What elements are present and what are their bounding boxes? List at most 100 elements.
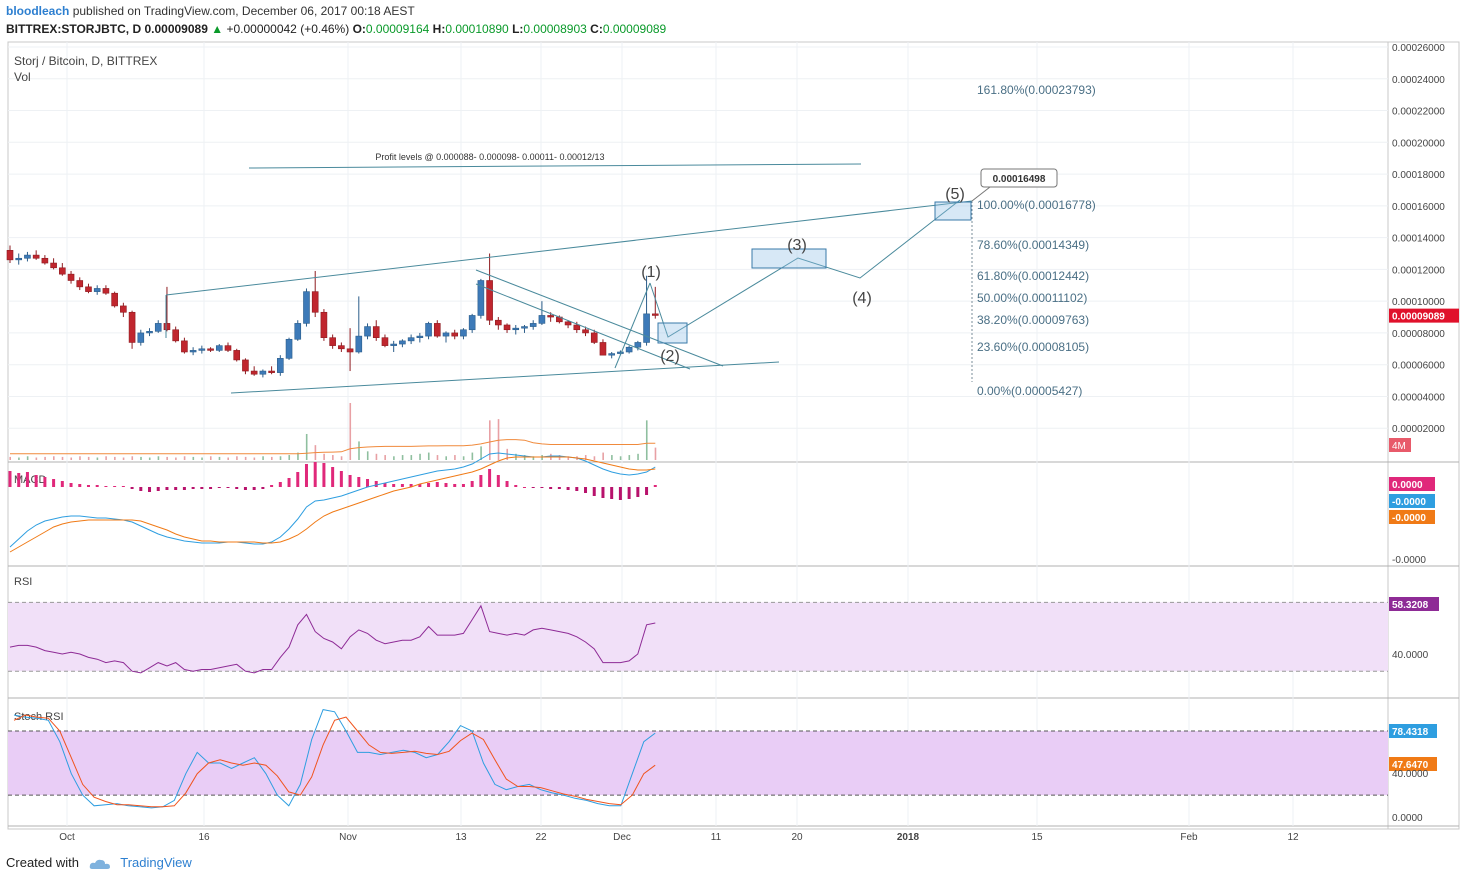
candle-body xyxy=(215,345,223,351)
macd-histogram-bar xyxy=(592,487,596,496)
wedge-upper-line xyxy=(475,269,724,367)
price-tick-label: 0.00002000 xyxy=(1392,424,1445,435)
volume-bar xyxy=(18,457,20,460)
fib-level-label: 23.60%(0.00008105) xyxy=(977,340,1089,354)
macd-histogram-bar xyxy=(339,471,343,487)
volume-bar xyxy=(140,456,142,460)
candle-body xyxy=(372,326,380,338)
chart-frame xyxy=(7,41,1460,830)
x-tick-label: 22 xyxy=(535,832,547,843)
close-value: 0.00009089 xyxy=(602,22,667,36)
candle-body xyxy=(486,280,493,321)
volume-bar xyxy=(445,456,447,460)
volume-bar xyxy=(645,420,648,460)
fib-level-label: 38.20%(0.00009763) xyxy=(977,313,1089,327)
candle-body xyxy=(451,332,459,337)
volume-bar xyxy=(393,456,395,460)
macd-tag-box xyxy=(1389,510,1435,524)
candle-body xyxy=(643,313,650,343)
stoch-tag: 47.6470 xyxy=(1392,760,1429,771)
tradingview-logo-icon xyxy=(89,859,110,869)
high-label: H: xyxy=(432,22,446,36)
macd-histogram-bar xyxy=(392,484,396,487)
volume-bar xyxy=(53,456,55,460)
volume-bar xyxy=(148,457,151,460)
volume-bar xyxy=(349,403,352,460)
volume-bar xyxy=(611,455,613,460)
macd-histogram-bar xyxy=(17,473,21,487)
x-tick-label: 11 xyxy=(711,832,722,843)
macd-histogram-bar xyxy=(261,487,265,489)
candle-body xyxy=(573,324,581,331)
candle-body xyxy=(120,305,127,313)
publish-info: bloodleach published on TradingView.com,… xyxy=(6,4,415,18)
up-arrow-icon: ▲ xyxy=(211,22,224,36)
upper-channel-line xyxy=(165,200,973,296)
candle-body xyxy=(582,329,589,334)
rsi-tag: 58.3208 xyxy=(1392,600,1429,611)
volume-ma-line xyxy=(10,439,656,455)
volume-tag: 4M xyxy=(1392,441,1406,452)
stoch-axis-tick: 0.0000 xyxy=(1392,813,1423,824)
fib-level-label: 0.00%(0.00005427) xyxy=(977,384,1082,398)
publisher-name[interactable]: bloodleach xyxy=(6,4,70,18)
candle-body xyxy=(433,323,441,337)
volume-bar xyxy=(454,455,456,460)
volume-bar xyxy=(236,456,238,460)
macd-histogram-bar xyxy=(435,482,439,487)
volume-bar xyxy=(558,455,561,460)
volume-bar xyxy=(366,451,369,460)
created-with-text: Created with xyxy=(6,855,79,870)
candle-body xyxy=(460,329,467,337)
macd-histogram-bar xyxy=(601,487,605,498)
symbol-info: BITTREX:STORJBTC, D 0.00009089 ▲ +0.0000… xyxy=(6,22,666,36)
candle-body xyxy=(547,315,554,318)
macd-tag-box xyxy=(1389,477,1435,491)
rsi-axis-tick: 40.0000 xyxy=(1392,650,1429,661)
volume-bar xyxy=(87,456,90,460)
macd-histogram-bar xyxy=(357,477,361,487)
macd-histogram-bar xyxy=(217,487,221,488)
macd-histogram-bar xyxy=(304,464,308,487)
candle-body xyxy=(137,332,145,343)
target-tag-pointer xyxy=(971,186,991,202)
price-tick-label: 0.00018000 xyxy=(1392,170,1445,181)
wedge-inner-line xyxy=(475,283,691,370)
macd-histogram-bar xyxy=(34,475,38,487)
macd-histogram-bar xyxy=(104,486,108,487)
wave-label: (4) xyxy=(852,290,872,307)
stoch-axis-tick: 40.0000 xyxy=(1392,769,1429,780)
macd-histogram-bar xyxy=(191,487,195,489)
volume-bar xyxy=(70,457,73,460)
symbol-line: BITTREX:STORJBTC, D xyxy=(6,22,142,36)
macd-histogram-bar xyxy=(43,477,47,487)
volume-bar xyxy=(175,457,177,460)
candle-body xyxy=(67,273,75,281)
profit-level-line xyxy=(248,163,862,169)
x-tick-label: 2018 xyxy=(897,832,920,843)
candle-body xyxy=(590,332,598,343)
candle-body xyxy=(338,345,345,350)
candle-body xyxy=(521,326,528,329)
candle-body xyxy=(233,350,241,361)
candle-body xyxy=(390,343,397,346)
macd-histogram-bar xyxy=(121,486,125,487)
stoch-d-line xyxy=(13,714,656,808)
macd-histogram-bar xyxy=(488,469,492,487)
macd-histogram-bar xyxy=(313,462,317,487)
macd-histogram-bar xyxy=(243,487,247,490)
price-tick-label: 0.00014000 xyxy=(1392,234,1445,245)
volume-bar xyxy=(358,441,360,460)
tradingview-brand[interactable]: TradingView xyxy=(120,855,192,870)
profit-levels-text: Profit levels @ 0.000088- 0.000098- 0.00… xyxy=(375,152,604,162)
macd-histogram-bar xyxy=(444,483,448,487)
macd-histogram-bar xyxy=(531,487,535,488)
macd-histogram-bar xyxy=(496,475,500,487)
stoch-band xyxy=(8,730,1388,796)
candle-body xyxy=(303,291,310,324)
candle-body xyxy=(163,323,171,331)
price-tick-label: 0.00008000 xyxy=(1392,329,1445,340)
candle-body xyxy=(625,346,633,353)
candle-body xyxy=(538,315,546,324)
